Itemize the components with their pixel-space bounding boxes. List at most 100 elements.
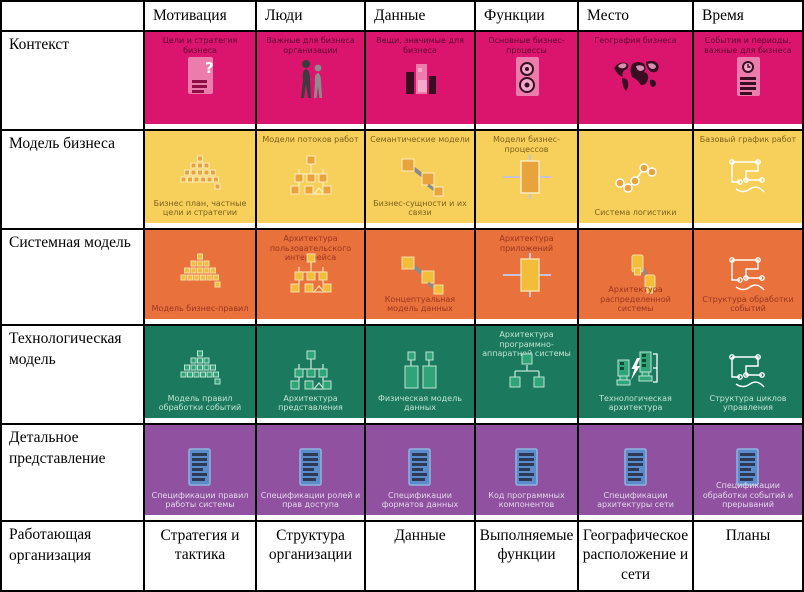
row-header-detail-view: Детальное представление	[2, 425, 145, 522]
row-header-context: Контекст	[2, 32, 145, 131]
tile-detail-data: Спецификации форматов данных	[366, 425, 474, 515]
tile-caption: Спецификации ролей и прав доступа	[260, 490, 361, 510]
matrix-cell: Спецификации форматов данных	[366, 425, 476, 522]
linked-boxes-icon	[396, 253, 444, 297]
tile-detail-place: Спецификации архитектуры сети	[579, 425, 692, 515]
tile-techmodel-place: Технологическая архитектура	[579, 326, 692, 418]
tile-caption: Важные для бизнеса организации	[266, 36, 355, 55]
matrix-cell: Структура циклов управления	[694, 326, 802, 425]
linked-boxes-icon	[396, 155, 444, 199]
spec-doc-icon	[612, 448, 660, 492]
tile-caption: Структура обработки событий	[702, 294, 794, 314]
tile-techmodel-functions: Архитектура программно-аппаратной систем…	[476, 326, 577, 418]
tile-sysmodel-time: Структура обработки событий	[694, 230, 802, 319]
tile-detail-motivation: Спецификации правил работы системы	[145, 425, 255, 515]
col-header-label: Данные	[374, 7, 426, 24]
col-header-functions: Функции	[476, 2, 579, 32]
corner-cell	[2, 2, 145, 32]
col-header-label: Время	[702, 7, 744, 24]
matrix-cell: События и периоды, важные для бизнеса	[694, 32, 802, 131]
tile-detail-time: Спецификации обработки событий и прерыва…	[694, 425, 802, 515]
matrix-cell: Архитектура приложений	[476, 230, 579, 326]
buildings-icon	[396, 56, 444, 100]
spec-doc-icon	[724, 448, 772, 492]
process-doc-icon	[503, 56, 551, 100]
matrix-cell: Семантические модели Бизнес-сущности и и…	[366, 131, 476, 230]
tile-detail-people: Спецификации ролей и прав доступа	[257, 425, 364, 515]
row-header-business-model: Модель бизнеса	[2, 131, 145, 230]
doc-question-icon: ?	[176, 56, 224, 100]
matrix-cell: Архитектура программно-аппаратной систем…	[476, 326, 579, 425]
tile-techmodel-motivation: Модель правил обработки событий	[145, 326, 255, 418]
tile-caption: Спецификации правил работы системы	[151, 490, 249, 510]
tile-caption: Код программных компонентов	[488, 490, 565, 510]
matrix-cell: География бизнеса	[579, 32, 694, 131]
bottom-cell-geo-networks: Географическое расположение и сети	[579, 522, 694, 590]
col-header-motivation: Мотивация	[145, 2, 257, 32]
col-header-label: Функции	[484, 7, 545, 24]
bottom-cell-data: Данные	[366, 522, 476, 590]
matrix-cell: Цели и стратегия бизнеса ?	[145, 32, 257, 131]
spec-doc-icon	[176, 448, 224, 492]
tile-sysmodel-people: Архитектура пользовательского интерфейса	[257, 230, 364, 319]
tile-techmodel-people: Архитектура представления	[257, 326, 364, 418]
tree-icon	[503, 350, 551, 394]
tile-bizmodel-motivation: Бизнес план, частные цели и стратегии	[145, 131, 255, 223]
org-chart-icon	[287, 350, 335, 394]
scribble-icon	[724, 155, 772, 199]
col-header-data: Данные	[366, 2, 476, 32]
tile-caption: Модели потоков работ	[262, 135, 359, 144]
tile-bizmodel-data: Семантические модели Бизнес-сущности и и…	[366, 131, 474, 223]
tile-caption: Модель бизнес-правил	[151, 304, 249, 314]
pyramid-icon	[176, 350, 224, 394]
people-icon	[287, 56, 335, 100]
tile-techmodel-time: Структура циклов управления	[694, 326, 802, 418]
spec-doc-icon	[396, 448, 444, 492]
matrix-cell: Архитектура пользовательского интерфейса	[257, 230, 366, 326]
tile-sysmodel-place: Архитектура распределенной системы	[579, 230, 692, 319]
tile-sysmodel-motivation: Модель бизнес-правил	[145, 230, 255, 319]
matrix-cell: Спецификации ролей и прав доступа	[257, 425, 366, 522]
bottom-cell-plans: Планы	[694, 522, 802, 590]
tile-caption: Архитектура распределенной системы	[600, 285, 671, 314]
tile-bizmodel-place: Система логистики	[579, 131, 692, 223]
bottom-cell-functions: Выполняемые функции	[476, 522, 579, 590]
matrix-cell: Физическая модель данных	[366, 326, 476, 425]
matrix-cell: Архитектура распределенной системы	[579, 230, 694, 326]
tile-caption: Технологическая архитектура	[599, 393, 672, 413]
spec-doc-icon	[503, 448, 551, 492]
matrix-cell: Спецификации обработки событий и прерыва…	[694, 425, 802, 522]
tile-caption: События и периоды, важные для бизнеса	[704, 36, 792, 55]
tile-sysmodel-functions: Архитектура приложений	[476, 230, 577, 319]
col-header-label: Люди	[265, 7, 303, 24]
matrix-cell: Основные бизнес-процессы	[476, 32, 579, 131]
tile-context-motivation: Цели и стратегия бизнеса ?	[145, 32, 255, 124]
distributed-nodes-icon	[612, 253, 660, 297]
doc-clock-icon	[724, 56, 772, 100]
tile-caption: Концептуальная модель данных	[384, 294, 456, 314]
svg-text:?: ?	[205, 59, 214, 77]
tile-caption: Цели и стратегия бизнеса	[162, 36, 238, 55]
cross-box-icon	[502, 252, 551, 297]
org-chart-icon	[287, 155, 335, 199]
matrix-cell: Спецификации правил работы системы	[145, 425, 257, 522]
tile-context-data: Вещи, значимые для бизнеса	[366, 32, 474, 124]
pyramid-icon	[176, 253, 224, 297]
col-header-label: Мотивация	[153, 7, 227, 24]
row-header-technology-model: Технологическая модель	[2, 326, 145, 425]
matrix-cell: Модель бизнес-правил	[145, 230, 257, 326]
tile-caption: Спецификации обработки событий и прерыва…	[702, 481, 794, 510]
matrix-cell: Код программных компонентов	[476, 425, 579, 522]
tile-caption: География бизнеса	[594, 36, 677, 45]
tile-context-time: События и периоды, важные для бизнеса	[694, 32, 802, 124]
tile-caption: Бизнес план, частные цели и стратегии	[153, 198, 247, 218]
col-header-place: Место	[579, 2, 694, 32]
tile-context-functions: Основные бизнес-процессы	[476, 32, 577, 124]
tile-caption: Вещи, значимые для бизнеса	[376, 36, 464, 55]
tile-context-place: География бизнеса	[579, 32, 692, 124]
scribble-icon	[724, 253, 772, 297]
bottom-cell-strategy: Стратегия и тактика	[145, 522, 257, 590]
matrix-cell: Архитектура представления	[257, 326, 366, 425]
row-header-working-organization: Работающая организация	[2, 522, 145, 590]
bottom-cell-org-structure: Структура организации	[257, 522, 366, 590]
